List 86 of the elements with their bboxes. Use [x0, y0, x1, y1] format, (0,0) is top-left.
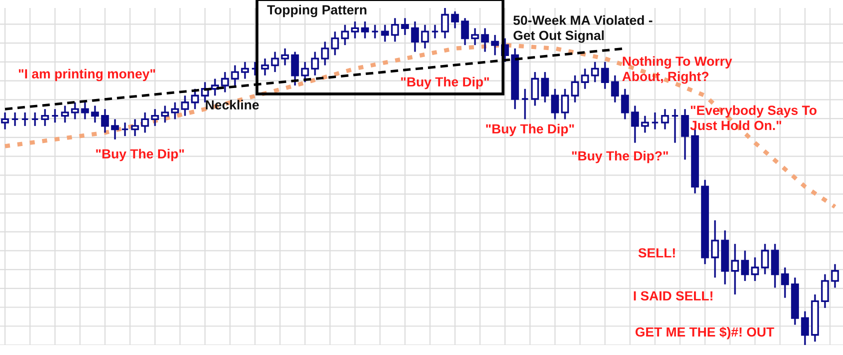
- annotation: "Everybody Says To Just Hold On.": [690, 105, 816, 130]
- candlestick: [631, 104, 639, 144]
- candlestick: [121, 122, 129, 137]
- candlestick: [431, 24, 439, 40]
- candlestick: [641, 115, 649, 134]
- candlestick: [411, 20, 419, 53]
- candlestick: [131, 118, 139, 137]
- candlestick: [401, 17, 409, 36]
- candlestick: [151, 108, 159, 127]
- candlestick: [81, 102, 89, 120]
- candlestick: [61, 104, 69, 124]
- candlestick: [441, 7, 449, 40]
- candlestick: [391, 17, 399, 43]
- candlestick: [191, 88, 199, 110]
- candlestick: [21, 112, 29, 127]
- candlestick: [471, 27, 479, 46]
- annotation: "Buy The Dip": [486, 124, 574, 136]
- candlestick: [491, 34, 499, 56]
- candlestick: [681, 108, 689, 160]
- annotation: GET ME THE $)#! OUT: [636, 326, 774, 340]
- candlestick: [351, 20, 359, 40]
- candlestick: [341, 24, 349, 46]
- annotation: SELL!: [638, 248, 675, 258]
- candlestick: [571, 74, 579, 104]
- candlestick: [41, 108, 49, 127]
- candlestick: [91, 104, 99, 124]
- candlestick: [671, 108, 679, 144]
- candlestick: [241, 61, 249, 80]
- candlestick: [751, 256, 759, 282]
- candlestick: [11, 112, 19, 127]
- candlestick: [281, 48, 289, 66]
- candlestick: [781, 266, 789, 299]
- annotation: Topping Pattern: [267, 4, 366, 18]
- candlestick: [311, 50, 319, 76]
- candlestick: [31, 112, 39, 127]
- candlestick: [601, 61, 609, 90]
- candlestick: [831, 263, 839, 289]
- candlestick: [301, 61, 309, 83]
- candlestick: [541, 71, 549, 104]
- candlestick: [381, 24, 389, 43]
- candlestick: [451, 10, 459, 30]
- candlestick: [531, 71, 539, 107]
- candlestick: [231, 64, 239, 86]
- candlestick: [591, 61, 599, 83]
- candlestick: [761, 243, 769, 276]
- candlestick: [71, 102, 79, 120]
- candlestick: [771, 243, 779, 289]
- candlestick: [521, 88, 529, 120]
- candlestick: [171, 102, 179, 120]
- candlestick: [111, 118, 119, 140]
- candlestick: [221, 71, 229, 94]
- candlestick: [801, 310, 809, 346]
- candlestick: [181, 94, 189, 117]
- candlestick: [481, 27, 489, 53]
- annotation: "Buy The Dip": [401, 76, 489, 90]
- candlestick: [461, 17, 469, 46]
- annotation: Nothing To Worry About, Right?: [622, 56, 732, 84]
- candlestick: [661, 108, 669, 130]
- candlestick: [1, 112, 9, 130]
- candlestick: [101, 108, 109, 134]
- candlestick: [741, 250, 749, 282]
- candlestick: [331, 30, 339, 56]
- annotation: "Buy The Dip?": [572, 150, 668, 164]
- candlestick: [711, 219, 719, 278]
- candlestick: [161, 104, 169, 124]
- annotation: "Buy The Dip": [96, 148, 184, 162]
- annotation: "I am printing money": [18, 68, 156, 82]
- candlestick: [731, 243, 739, 296]
- candlestick: [371, 24, 379, 40]
- candlestick: [651, 112, 659, 130]
- candlestick: [361, 20, 369, 40]
- candlestick: [551, 88, 559, 120]
- candlestick: [321, 40, 329, 66]
- candlestick: [51, 108, 59, 124]
- candlestick: [141, 112, 149, 134]
- candlestick: [421, 24, 429, 50]
- candlestick: [581, 68, 589, 90]
- candlestick: [821, 273, 829, 309]
- candlestick: [561, 88, 569, 120]
- candlestick: [291, 50, 299, 86]
- candlestick: [261, 58, 269, 76]
- candlestick: [271, 50, 279, 73]
- candlestick: [621, 88, 629, 120]
- candlestick: [611, 74, 619, 104]
- annotation: I SAID SELL!: [634, 291, 712, 301]
- annotation: 50-Week MA Violated - Get Out Signal: [513, 15, 652, 43]
